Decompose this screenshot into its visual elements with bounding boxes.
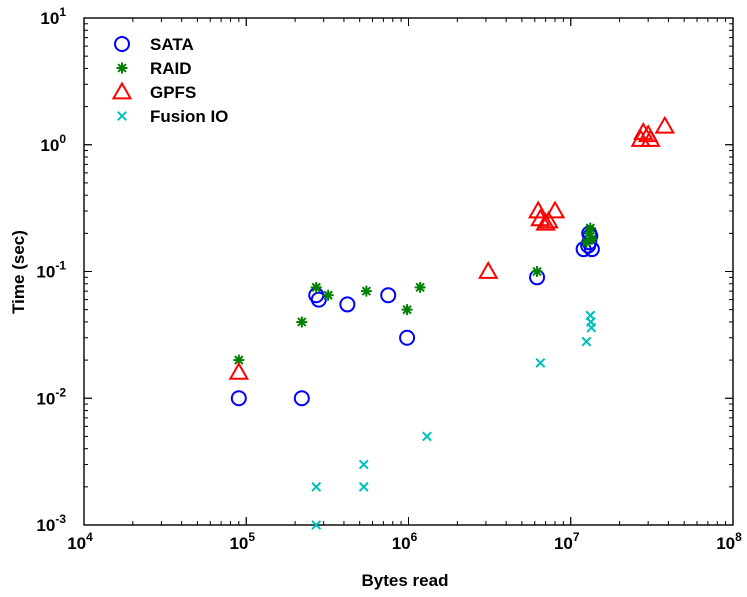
sata-point <box>310 291 327 308</box>
y-tick-label: 101 <box>40 5 66 28</box>
x-tick-label: 108 <box>716 530 742 553</box>
legend-label-fusion-io: Fusion IO <box>150 107 228 126</box>
sata-point <box>380 287 397 304</box>
legend-label-gpfs: GPFS <box>150 83 196 102</box>
legend-label-sata: SATA <box>150 35 194 54</box>
y-tick-label: 10-3 <box>36 512 66 535</box>
gpfs-point <box>538 210 559 229</box>
raid-point <box>584 222 596 234</box>
gpfs-point <box>633 121 654 140</box>
fusion-io-point <box>586 322 597 333</box>
legend: SATA RAID GPFS Fusion IO <box>111 35 228 126</box>
gpfs-point <box>544 200 566 219</box>
sata-point <box>293 390 310 407</box>
gpfs-point <box>228 361 250 380</box>
plot-area <box>83 17 734 526</box>
x-tick-label: 105 <box>229 530 255 553</box>
raid-point <box>580 236 592 248</box>
raid-point <box>322 289 334 301</box>
sata-point <box>230 390 247 407</box>
legend-marker-fusion-io <box>117 111 127 121</box>
x-tick-label: 106 <box>392 530 418 553</box>
gpfs-point <box>640 128 661 147</box>
fusion-io-point <box>358 481 369 492</box>
raid-point <box>360 285 372 297</box>
gpfs-point <box>527 200 549 219</box>
y-tick-label: 100 <box>40 132 66 155</box>
raid-point <box>583 227 595 239</box>
fusion-io-point <box>422 431 432 442</box>
y-tick-label: 10-2 <box>36 385 66 408</box>
sata-point <box>399 329 416 346</box>
fusion-io-point <box>535 358 546 368</box>
x-tick-label: 107 <box>554 530 580 553</box>
raid-point <box>414 281 426 293</box>
legend-marker-sata <box>114 36 130 52</box>
gpfs-point <box>478 260 499 279</box>
sata-point <box>339 296 356 313</box>
raid-point <box>310 281 322 293</box>
gpfs-point <box>654 115 676 134</box>
x-tick-label: 104 <box>67 530 93 553</box>
gpfs-point <box>535 212 556 231</box>
legend-label-raid: RAID <box>150 59 192 78</box>
fusion-io-point <box>358 459 369 470</box>
plot-frame <box>83 17 734 526</box>
data-points <box>228 115 676 530</box>
raid-point <box>296 316 308 328</box>
y-axis-label: Time (sec) <box>9 230 28 314</box>
x-axis-label: Bytes read <box>362 571 449 590</box>
fusion-io-point <box>311 481 322 492</box>
raid-point <box>401 304 413 316</box>
fusion-io-point <box>311 520 322 530</box>
raid-point <box>586 233 598 245</box>
legend-marker-gpfs <box>111 81 133 100</box>
legend-marker-raid <box>116 62 128 74</box>
y-tick-label: 10-1 <box>36 259 66 282</box>
axes: 104 105 106 107 108 10-3 10-2 10-1 100 101 <box>36 5 742 553</box>
raid-point <box>233 354 245 366</box>
raid-point <box>531 266 543 277</box>
fusion-io-point <box>581 336 592 347</box>
